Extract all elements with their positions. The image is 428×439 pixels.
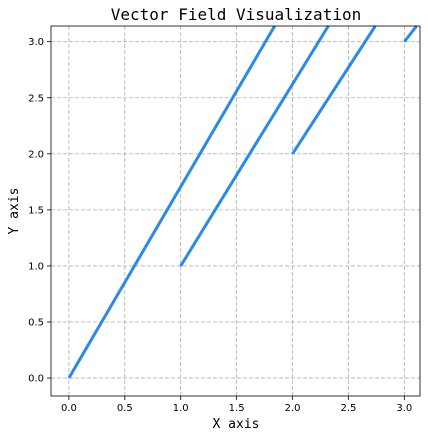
x-tick-label: 1.0 (173, 403, 189, 414)
y-tick-label: 0.5 (28, 318, 44, 329)
vector-line-2 (179, 25, 330, 267)
y-tick-label: 1.0 (28, 261, 44, 272)
y-tick-label: 3.0 (28, 37, 44, 48)
y-tick-label: 2.5 (28, 93, 44, 104)
grid (51, 26, 420, 396)
x-tick-label: 2.5 (340, 403, 356, 414)
y-tick-label: 0.0 (28, 374, 44, 385)
vector-line-3 (291, 25, 377, 155)
x-tick-label: 0.5 (117, 403, 133, 414)
vector-line-1 (67, 25, 276, 379)
x-axis-label: X axis (213, 417, 260, 432)
plot-frame (50, 25, 421, 397)
series-group (67, 25, 418, 379)
y-axis-ticks: 0.0 0.5 1.0 1.5 2.0 2.5 3.0 (28, 37, 51, 385)
chart-title: Vector Field Visualization (111, 5, 361, 24)
x-axis-ticks: 0.0 0.5 1.0 1.5 2.0 2.5 3.0 (61, 396, 412, 414)
x-tick-label: 3.0 (396, 403, 412, 414)
x-tick-label: 2.0 (285, 403, 301, 414)
y-tick-label: 1.5 (28, 205, 44, 216)
x-tick-label: 0.0 (61, 403, 77, 414)
x-tick-label: 1.5 (229, 403, 245, 414)
y-axis-label: Y axis (7, 188, 22, 235)
vector-line-4 (403, 25, 418, 43)
y-tick-label: 2.0 (28, 149, 44, 160)
